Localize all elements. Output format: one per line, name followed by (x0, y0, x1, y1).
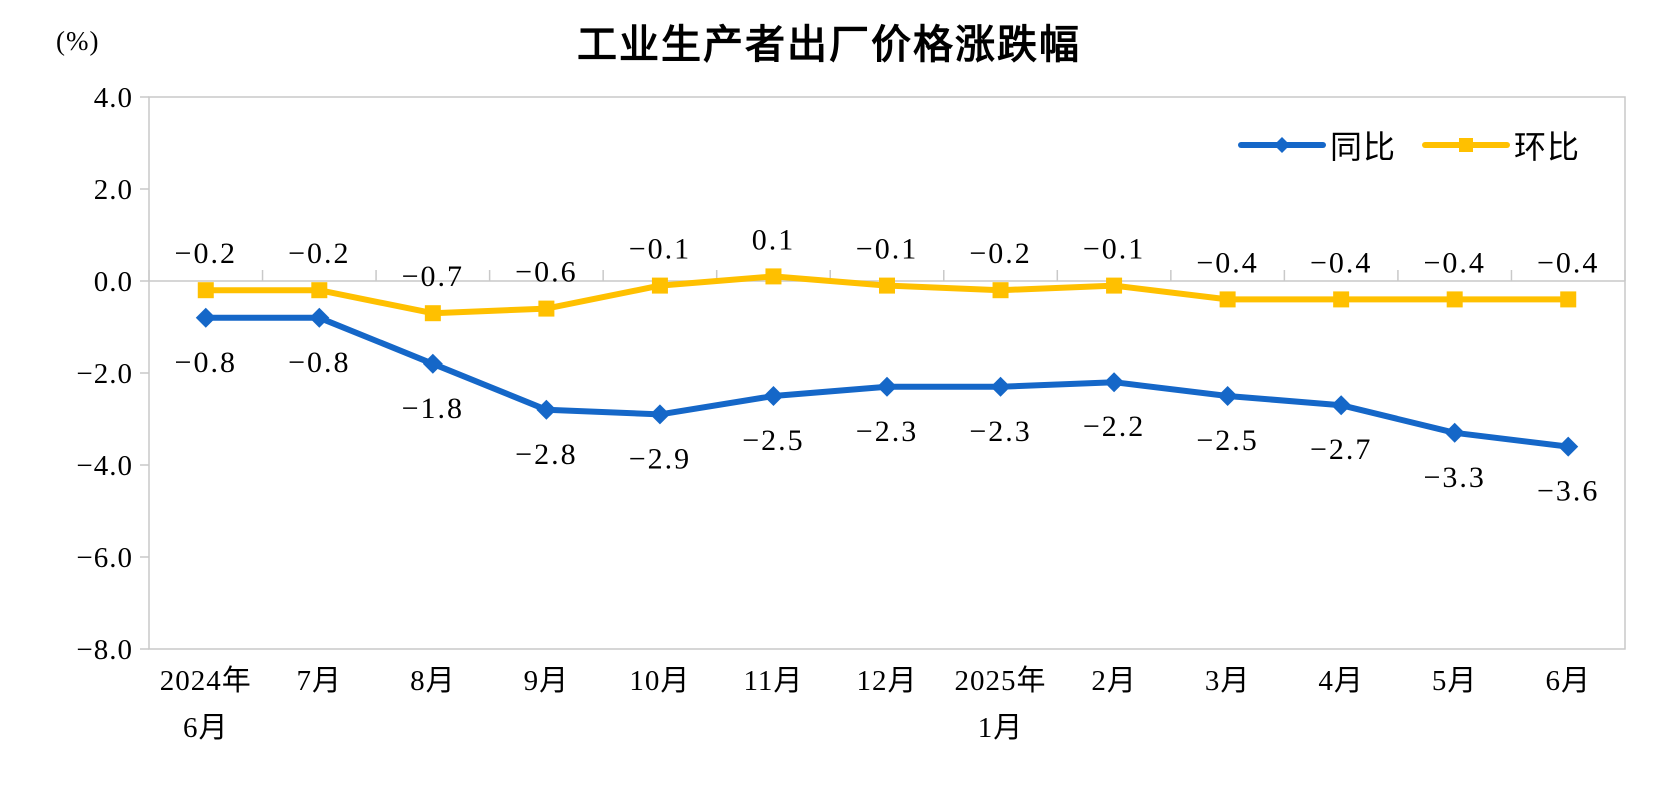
chart-title: 工业生产者出厂价格涨跌幅 (577, 23, 1081, 67)
data-point-marker-环比 (651, 277, 668, 294)
y-tick-label: 0.0 (94, 266, 133, 298)
legend: 同比 环比 (1238, 122, 1580, 168)
data-point-marker-环比 (1106, 277, 1123, 294)
x-tick-label: 8月 (410, 665, 456, 697)
y-tick-label: −8.0 (76, 634, 133, 666)
data-label-同比: −2.5 (1196, 424, 1258, 457)
data-label-环比: −0.4 (1310, 246, 1372, 279)
data-label-同比: −2.8 (515, 438, 577, 471)
data-label-环比: −0.1 (629, 233, 691, 266)
x-tick-label: 2024年 6月 (160, 664, 252, 744)
data-label-同比: −2.9 (629, 442, 691, 475)
data-point-marker-环比 (879, 277, 895, 294)
data-point-marker-环比 (538, 300, 555, 317)
data-label-同比: −2.3 (856, 415, 918, 448)
x-tick-label: 11月 (743, 665, 803, 697)
x-tick-label: 4月 (1318, 665, 1364, 697)
data-point-marker-同比 (1217, 386, 1238, 406)
data-point-marker-同比 (1104, 372, 1125, 393)
x-tick-label: 12月 (856, 665, 917, 697)
data-label-同比: −2.3 (969, 415, 1031, 448)
data-point-marker-同比 (1558, 436, 1579, 457)
data-label-环比: −0.1 (856, 233, 918, 266)
x-tick-label: 10月 (629, 665, 690, 697)
legend-swatch-yoy-line-icon (1238, 137, 1326, 153)
data-label-同比: −1.8 (402, 392, 464, 425)
data-label-环比: −0.1 (1083, 233, 1145, 266)
data-label-同比: −2.7 (1310, 433, 1372, 466)
y-tick-label: −6.0 (76, 542, 133, 574)
data-label-环比: −0.4 (1423, 246, 1485, 279)
data-point-marker-同比 (1444, 422, 1465, 443)
data-label-环比: −0.4 (1537, 246, 1599, 279)
data-point-marker-环比 (992, 282, 1009, 299)
legend-label-yoy: 同比 (1330, 129, 1397, 165)
x-tick-label: 7月 (297, 665, 343, 697)
data-label-环比: −0.4 (1196, 246, 1258, 279)
x-tick-label: 2月 (1091, 665, 1137, 697)
data-label-环比: −0.7 (402, 260, 464, 293)
data-point-marker-同比 (536, 399, 557, 420)
y-tick-label: 4.0 (94, 82, 133, 114)
legend-item-mom: 环比 (1422, 122, 1580, 168)
data-point-marker-同比 (990, 376, 1011, 397)
data-label-环比: −0.6 (515, 256, 577, 289)
legend-label-mom: 环比 (1514, 129, 1581, 165)
data-point-marker-环比 (424, 305, 441, 322)
y-tick-label: −2.0 (76, 358, 133, 390)
data-point-marker-同比 (649, 404, 670, 425)
data-label-同比: −0.8 (175, 346, 237, 379)
data-point-marker-同比 (763, 386, 784, 406)
y-tick-label: 2.0 (94, 174, 133, 206)
x-tick-label: 3月 (1205, 665, 1251, 697)
data-label-同比: −0.8 (288, 346, 350, 379)
data-label-环比: −0.2 (175, 237, 237, 270)
data-point-marker-环比 (1219, 291, 1236, 308)
data-point-marker-同比 (877, 376, 897, 397)
legend-item-yoy: 同比 (1238, 122, 1396, 168)
data-label-同比: −3.3 (1423, 461, 1485, 494)
y-axis-unit-label: (%) (56, 26, 100, 56)
data-label-同比: −3.6 (1537, 475, 1599, 508)
x-tick-label: 9月 (524, 665, 570, 697)
plot-border (148, 96, 1626, 650)
data-point-marker-环比 (1333, 291, 1350, 308)
x-tick-label: 6月 (1545, 665, 1591, 697)
data-point-marker-同比 (1331, 395, 1352, 416)
data-point-marker-同比 (309, 307, 330, 328)
data-label-同比: −2.2 (1083, 410, 1145, 443)
data-point-marker-同比 (422, 353, 443, 374)
legend-swatch-mom-line-icon (1422, 138, 1511, 152)
data-label-环比: 0.1 (752, 223, 796, 256)
data-label-环比: −0.2 (288, 237, 350, 270)
y-tick-label: −4.0 (76, 450, 133, 482)
data-point-marker-环比 (311, 282, 328, 299)
data-point-marker-环比 (1560, 291, 1577, 308)
data-point-marker-环比 (1446, 291, 1463, 308)
data-point-marker-环比 (197, 282, 214, 299)
x-tick-label: 2025年 1月 (955, 664, 1047, 744)
x-tick-label: 5月 (1432, 665, 1478, 697)
data-point-marker-环比 (765, 268, 782, 285)
data-label-环比: −0.2 (969, 237, 1031, 270)
data-label-同比: −2.5 (742, 424, 804, 457)
data-point-marker-同比 (195, 307, 216, 328)
